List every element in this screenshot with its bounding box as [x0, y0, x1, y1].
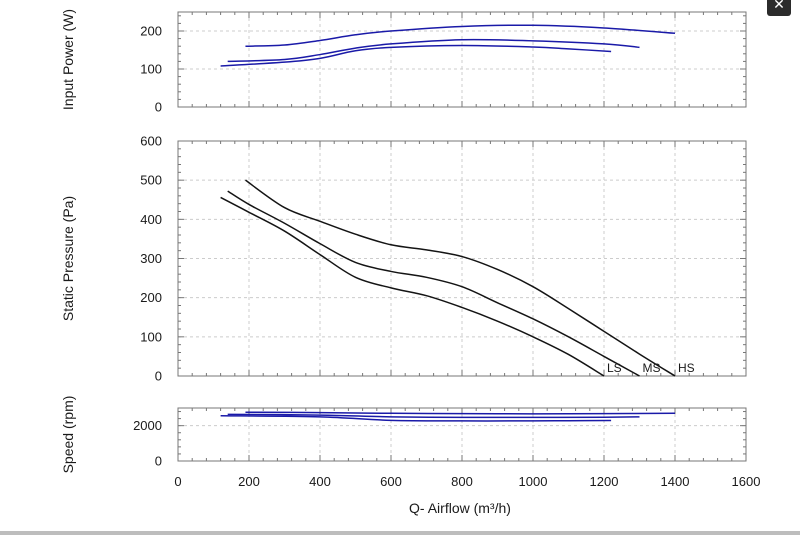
x-tick-label: 200 — [238, 474, 260, 489]
series-static-pressure — [220, 179, 676, 377]
x-tick-label: 0 — [174, 474, 181, 489]
y-tick-label: 0 — [155, 369, 162, 384]
panel-input-power: 0 100 200 Input Power (W) — [60, 9, 747, 115]
curve-hs — [245, 411, 676, 415]
bottom-scrollbar[interactable] — [0, 531, 800, 535]
y-tick-label: 300 — [140, 251, 162, 266]
y-tick-label: 500 — [140, 173, 162, 188]
y-axis-title: Speed (rpm) — [60, 396, 76, 474]
close-button[interactable]: ✕ — [767, 0, 791, 16]
series-input-power — [220, 24, 676, 67]
x-tick-label: 400 — [309, 474, 331, 489]
y-tick-label: 200 — [140, 290, 162, 305]
y-tick-label: 0 — [155, 454, 162, 469]
y-axis-title: Static Pressure (Pa) — [60, 196, 76, 321]
ticks-input-power — [177, 12, 747, 108]
ticks-static-pressure — [177, 140, 747, 377]
curve-ls — [220, 196, 605, 377]
close-icon: ✕ — [773, 0, 785, 13]
y-tick-label: 2000 — [133, 418, 162, 433]
grid-input-power — [178, 12, 746, 107]
y-tick-label: 0 — [155, 100, 162, 115]
grid-static-pressure — [178, 140, 746, 376]
curve-hs — [245, 179, 676, 377]
curve-ls — [220, 44, 612, 67]
x-tick-label: 600 — [380, 474, 402, 489]
curve-label-ls: LS — [607, 361, 622, 375]
y-tick-label: 100 — [140, 329, 162, 344]
y-tick-label: 600 — [140, 134, 162, 149]
x-tick-label: 800 — [451, 474, 473, 489]
x-tick-label: 1000 — [519, 474, 548, 489]
y-tick-label: 200 — [140, 24, 162, 39]
y-axis-title: Input Power (W) — [60, 9, 76, 110]
x-tick-label: 1400 — [661, 474, 690, 489]
curve-label-hs: HS — [678, 361, 695, 375]
curve-ms — [227, 413, 640, 419]
ticks-speed — [177, 408, 747, 462]
y-tick-label: 100 — [140, 62, 162, 77]
panel-static-pressure: 0 100 200 300 400 500 600 Static Pressure (Pa) H… — [60, 134, 747, 384]
x-axis-title: Q- Airflow (m³/h) — [409, 500, 511, 516]
curve-ms — [227, 190, 640, 377]
x-tick-label: 1600 — [732, 474, 761, 489]
panel-speed: 0 2000 0 200 400 600 800 1000 1200 1400 1600 Speed … — [60, 396, 760, 516]
curve-label-ms: MS — [643, 361, 661, 375]
curve-ms — [227, 38, 640, 63]
curve-ls — [220, 415, 612, 422]
curve-hs — [245, 24, 676, 47]
series-speed — [220, 411, 676, 422]
x-tick-label: 1200 — [590, 474, 619, 489]
y-tick-label: 400 — [140, 212, 162, 227]
